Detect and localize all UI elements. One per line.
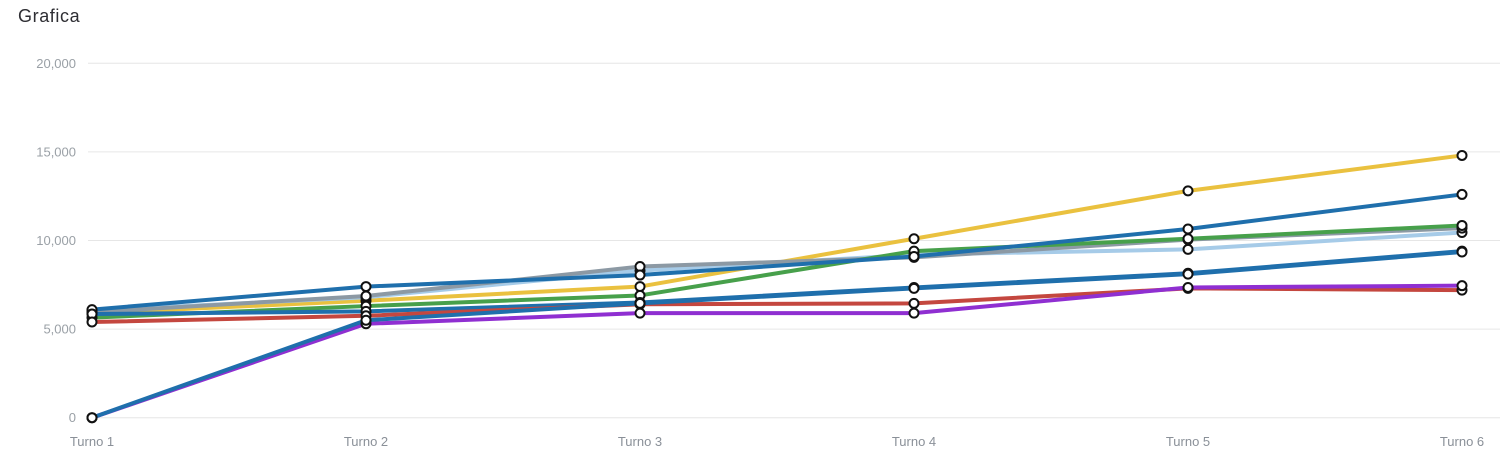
series-line-green [90,223,1464,320]
y-axis-tick-label: 5,000 [43,322,76,337]
data-point-marker [360,314,372,326]
x-axis-tick-label: Turno 1 [70,434,114,449]
data-point-marker [1456,219,1468,231]
x-axis-tick-label: Turno 3 [618,434,662,449]
data-point-marker [1182,233,1194,245]
y-axis-tick-label: 10,000 [36,233,76,248]
data-point-marker [1182,268,1194,280]
data-point-marker [634,297,646,309]
x-axis-tick-label: Turno 4 [892,434,936,449]
data-point-marker [360,290,372,302]
data-point-marker [86,316,98,328]
data-point-marker [1456,188,1468,200]
data-point-marker [908,297,920,309]
series-line-blue-top [90,192,1464,312]
data-point-marker [360,281,372,293]
data-point-marker [634,307,646,319]
data-point-marker [634,281,646,293]
data-point-marker [1456,246,1468,258]
data-point-marker [1456,149,1468,161]
data-point-marker [1456,280,1468,292]
data-point-marker [908,250,920,262]
y-axis-tick-label: 20,000 [36,56,76,71]
x-axis-tick-label: Turno 6 [1440,434,1484,449]
series-line-purple [90,283,1464,420]
data-point-marker [908,233,920,245]
x-axis-tick-label: Turno 2 [344,434,388,449]
y-axis-tick-label: 15,000 [36,144,76,159]
data-point-marker [1182,281,1194,293]
data-point-marker [634,269,646,281]
data-point-marker [908,282,920,294]
data-point-marker [86,412,98,424]
chart-title: Grafica [18,6,81,26]
data-point-marker [1182,185,1194,197]
data-point-marker [1182,243,1194,255]
series-line-blue-zero [90,250,1464,420]
x-axis-tick-label: Turno 5 [1166,434,1210,449]
data-point-marker [1182,223,1194,235]
y-axis-tick-label: 0 [69,410,76,425]
data-point-marker [908,307,920,319]
